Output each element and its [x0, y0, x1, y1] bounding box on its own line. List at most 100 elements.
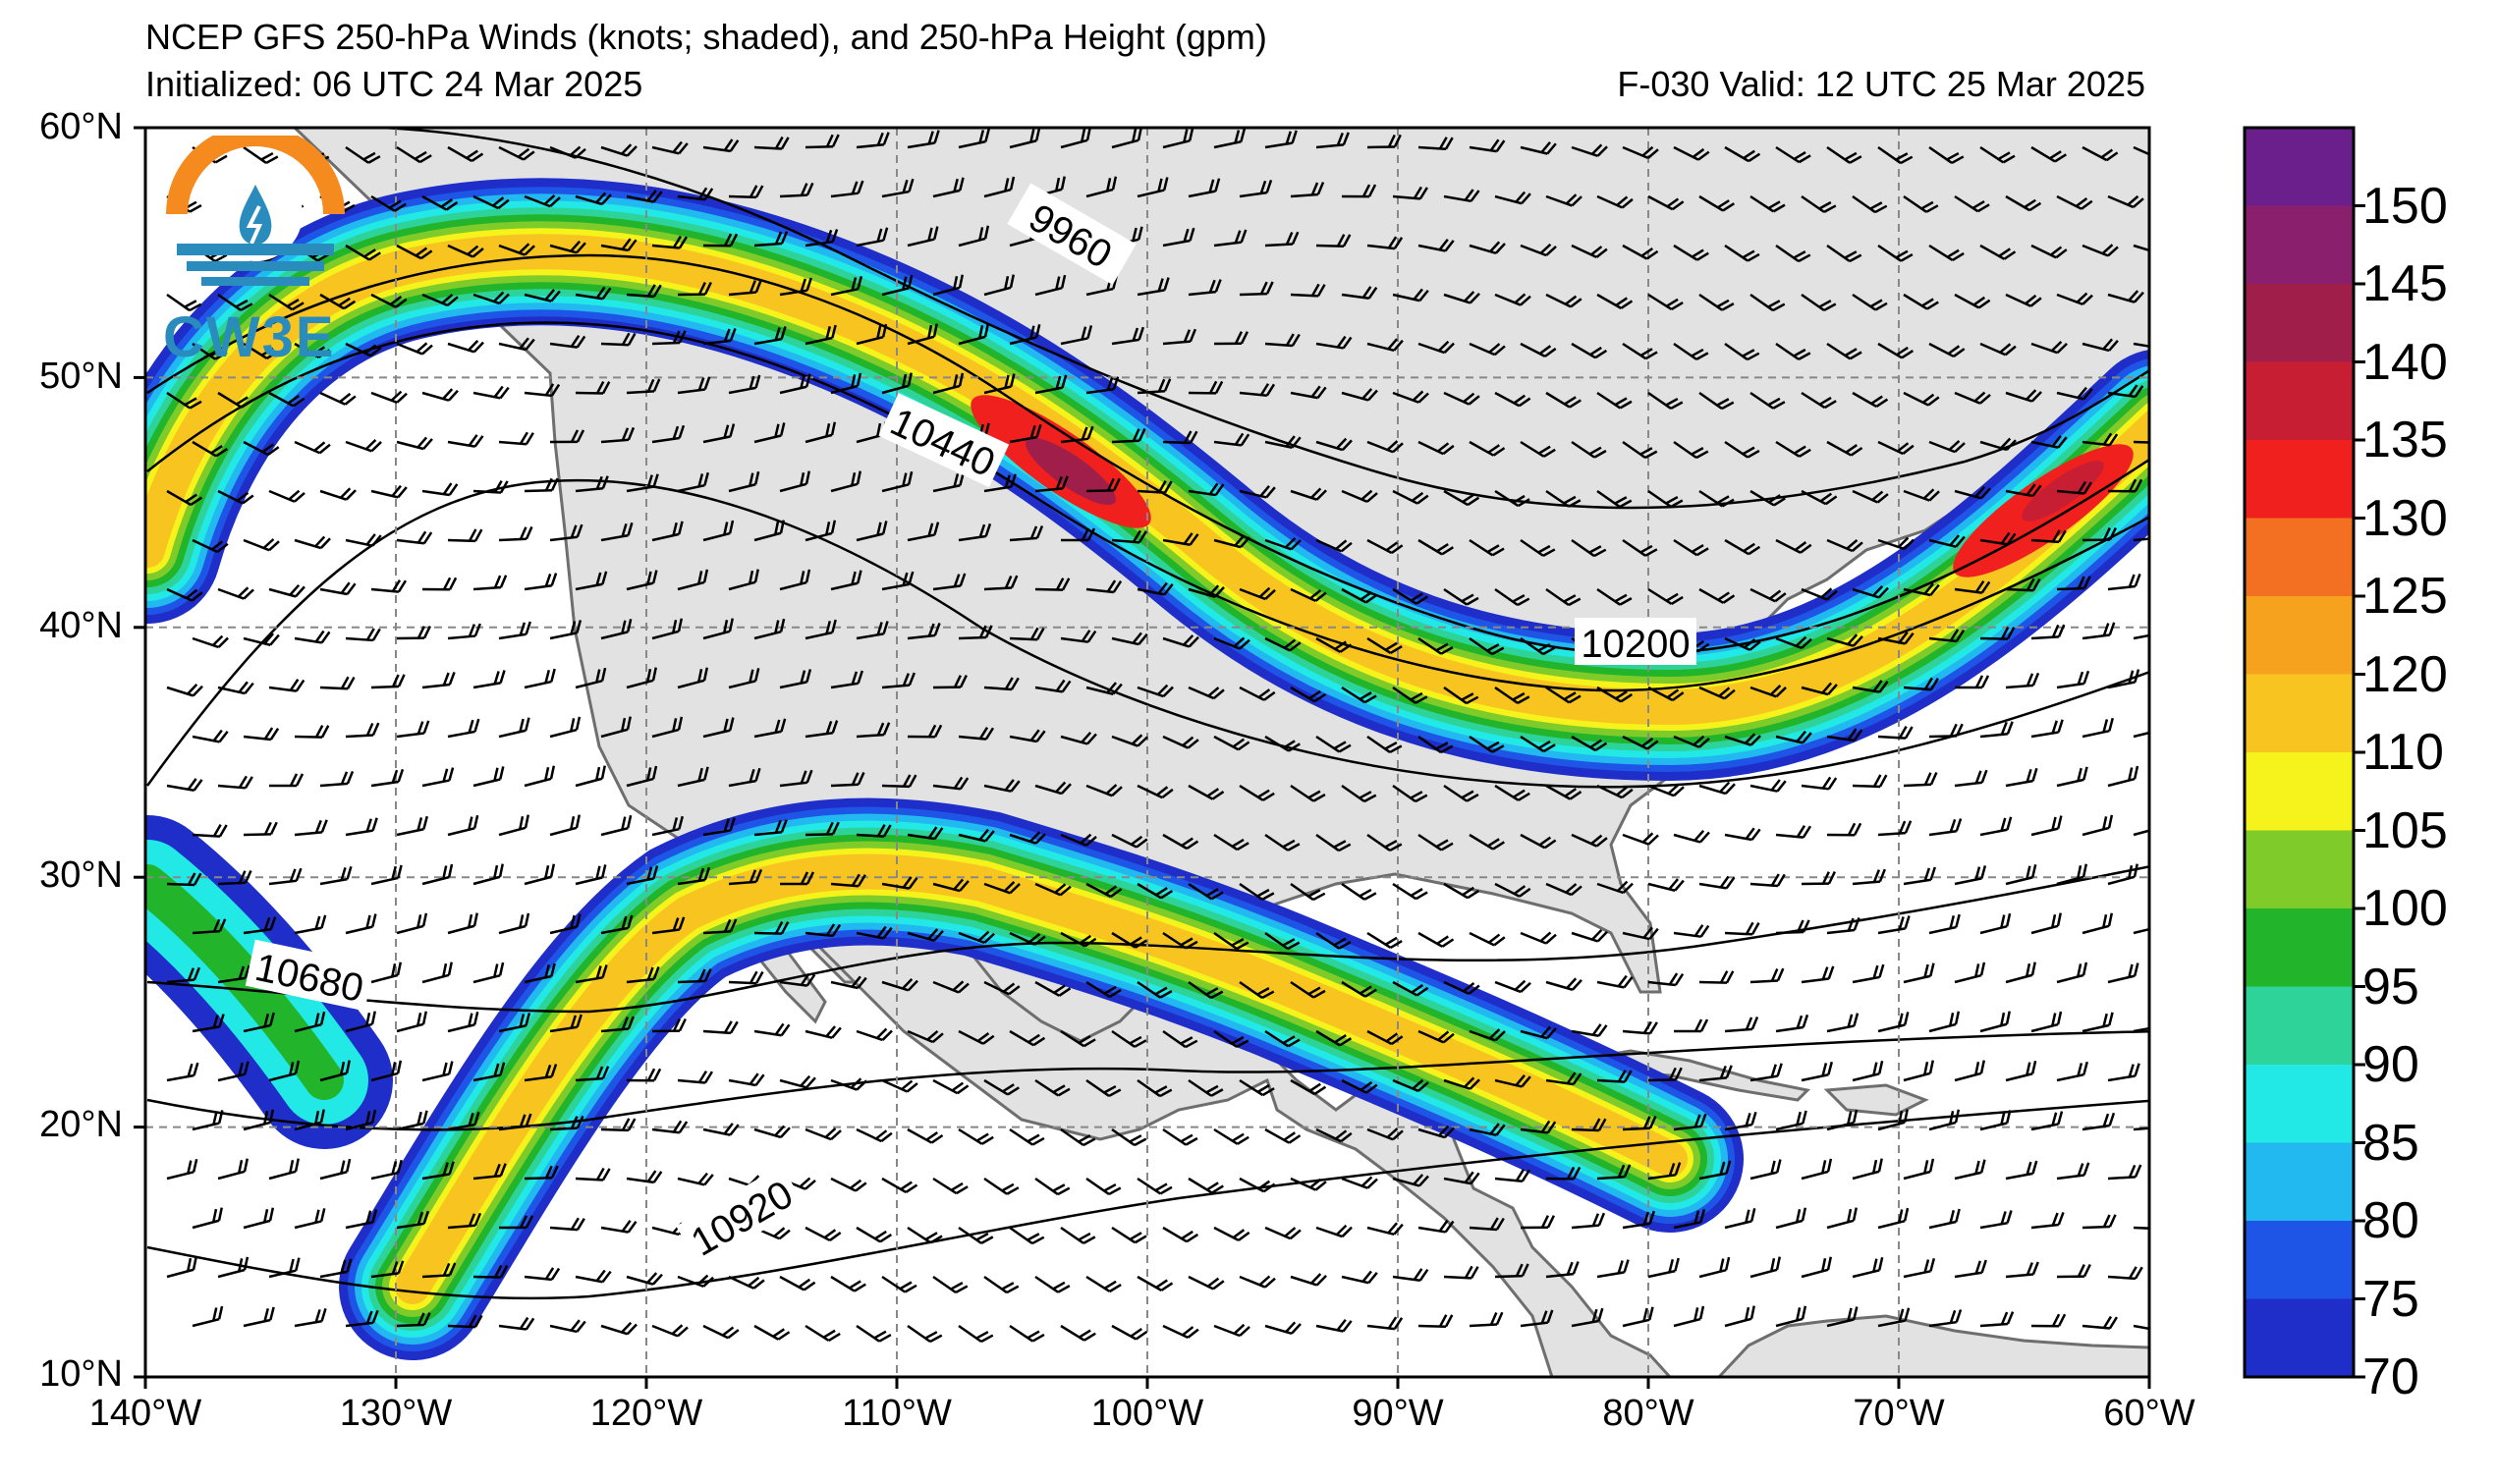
wind-barb	[805, 720, 839, 739]
wind-barb	[575, 380, 611, 395]
wind-barb	[651, 424, 686, 444]
wind-barb	[1137, 882, 1174, 900]
wind-barb	[243, 916, 277, 935]
wind-barb	[1622, 538, 1658, 557]
wind-barb	[1137, 980, 1173, 999]
colorbar-segment	[2245, 1221, 2354, 1299]
wind-barb	[1188, 1078, 1224, 1097]
wind-barb	[626, 765, 658, 788]
wind-barb	[524, 863, 556, 886]
wind-barb	[345, 1011, 376, 1033]
wind-barb	[1647, 489, 1684, 509]
wind-barb	[702, 520, 735, 542]
wind-barb	[805, 923, 842, 938]
contour-label: 10200	[1575, 618, 1696, 666]
wind-barb	[2133, 440, 2149, 445]
wind-barb	[779, 470, 811, 493]
wind-barb	[1341, 388, 1378, 402]
wind-barb	[472, 194, 510, 210]
wind-barb	[1392, 882, 1428, 901]
wind-barb	[319, 1060, 351, 1082]
wind-barb	[396, 815, 429, 837]
wind-barb	[524, 477, 559, 493]
wind-barb	[1290, 1177, 1327, 1191]
lon-label-110w: 110°W	[842, 1393, 952, 1434]
wind-barb	[1724, 440, 1760, 459]
wind-barb	[1673, 924, 1710, 938]
wind-barb	[1520, 342, 1557, 357]
wind-barb	[1085, 682, 1123, 695]
wind-barb	[524, 573, 558, 591]
wind-barb	[396, 342, 433, 356]
wind-barb	[1494, 587, 1530, 607]
colorbar-label: 120	[2362, 645, 2448, 703]
wind-barb	[1392, 390, 1429, 404]
wind-barb	[677, 968, 712, 984]
wind-speed-shading	[145, 178, 2149, 1360]
wind-barb	[1775, 440, 1811, 458]
land-south-america	[1716, 1314, 2149, 1377]
wind-barb	[1009, 931, 1046, 946]
wind-barb	[192, 1014, 225, 1033]
wind-barb	[1111, 734, 1148, 747]
wind-barb	[2056, 386, 2093, 401]
wind-barb	[1085, 980, 1122, 999]
wind-barb	[549, 523, 583, 542]
wind-barb	[651, 1324, 689, 1338]
wind-barb	[1647, 784, 1685, 797]
wind-barb	[2082, 338, 2119, 353]
wind-barb	[779, 1275, 816, 1292]
wind-barb	[2005, 389, 2042, 403]
wind-barb	[1673, 145, 1710, 161]
wind-barb	[2082, 814, 2114, 837]
wind-barb	[498, 717, 530, 739]
wind-barb	[1162, 833, 1199, 851]
wind-barb	[1469, 440, 1506, 457]
wind-barb	[472, 385, 510, 400]
wind-barb	[1571, 833, 1608, 848]
wind-barb	[1264, 735, 1301, 752]
wind-barb	[1545, 1261, 1580, 1279]
wind-barb	[1545, 1166, 1582, 1181]
wind-barb	[1622, 440, 1658, 460]
wind-barb	[396, 1210, 430, 1230]
wind-barb	[881, 1177, 918, 1194]
wind-barb	[1494, 293, 1531, 306]
wind-barb	[1801, 587, 1838, 601]
wind-barb	[1596, 194, 1634, 209]
wind-barb	[1264, 435, 1302, 450]
wind-barb	[1264, 1321, 1302, 1336]
wind-barb	[1060, 1029, 1096, 1048]
wind-barb	[1213, 1226, 1250, 1241]
wind-barb	[268, 867, 303, 886]
wind-barb	[1341, 686, 1377, 704]
wind-barb	[2107, 1164, 2142, 1181]
wind-barb	[1213, 229, 1248, 247]
wind-barb	[1111, 1127, 1147, 1147]
wind-barb	[498, 912, 530, 935]
wind-barb	[1673, 440, 1709, 460]
wind-barb	[677, 281, 712, 297]
wind-barb	[702, 1123, 740, 1136]
wind-barb	[370, 864, 403, 886]
wind-barb	[626, 865, 659, 886]
wind-barb	[932, 573, 967, 591]
wind-barb	[1494, 1073, 1531, 1088]
wind-barb	[1188, 279, 1222, 297]
wind-barb	[1392, 288, 1429, 302]
wind-barb	[1290, 587, 1327, 602]
wind-barb	[166, 778, 203, 792]
wind-barb	[1264, 231, 1300, 247]
wind-barb	[319, 676, 356, 690]
colorbar-segment	[2245, 205, 2354, 285]
lat-label-10: 10°N	[39, 1353, 123, 1395]
wind-barb	[1852, 680, 1889, 693]
wind-barb	[1239, 686, 1276, 701]
wind-barb	[805, 619, 837, 640]
wind-barb	[1290, 283, 1326, 298]
wind-barb	[1060, 1127, 1096, 1147]
wind-barb	[447, 1212, 482, 1230]
wind-barb	[702, 618, 734, 640]
wind-barb	[1315, 132, 1350, 149]
colorbar-segment	[2245, 596, 2354, 675]
